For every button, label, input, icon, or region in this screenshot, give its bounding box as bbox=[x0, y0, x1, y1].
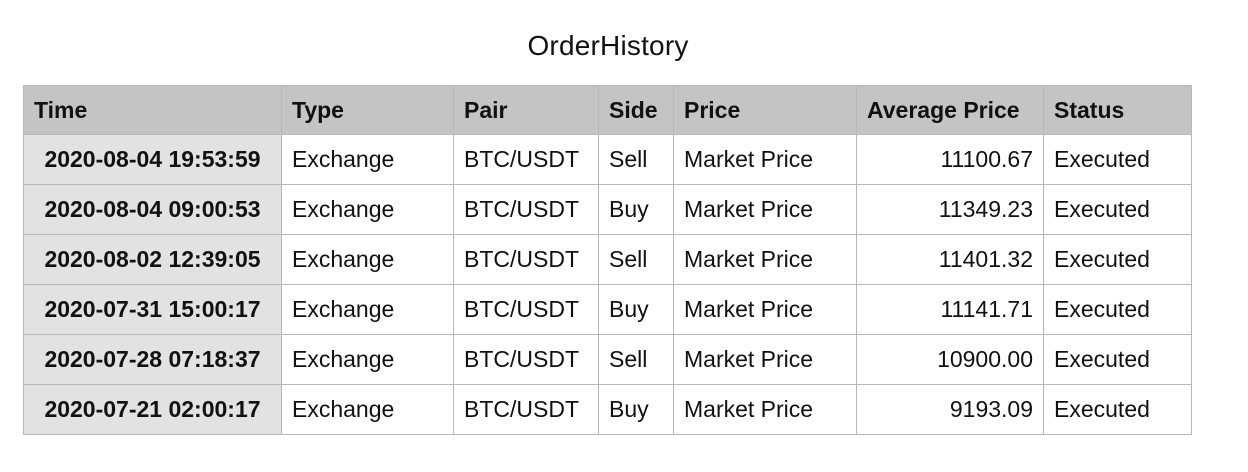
cell-price: Market Price bbox=[673, 234, 857, 285]
cell-side: Buy bbox=[598, 284, 674, 335]
cell-pair: BTC/USDT bbox=[453, 384, 599, 435]
column-header-pair: Pair bbox=[453, 85, 599, 135]
cell-price: Market Price bbox=[673, 284, 857, 335]
cell-side: Sell bbox=[598, 134, 674, 185]
cell-status: Executed bbox=[1043, 334, 1192, 385]
cell-price: Market Price bbox=[673, 184, 857, 235]
cell-status: Executed bbox=[1043, 184, 1192, 235]
cell-time: 2020-07-28 07:18:37 bbox=[23, 334, 282, 385]
table-row: 2020-07-31 15:00:17 Exchange BTC/USDT Bu… bbox=[23, 284, 1192, 335]
cell-status: Executed bbox=[1043, 384, 1192, 435]
cell-average-price: 11401.32 bbox=[856, 234, 1044, 285]
cell-time: 2020-08-02 12:39:05 bbox=[23, 234, 282, 285]
cell-pair: BTC/USDT bbox=[453, 134, 599, 185]
cell-side: Buy bbox=[598, 184, 674, 235]
header-row: Time Type Pair Side Price Average Price … bbox=[23, 85, 1192, 135]
cell-average-price: 10900.00 bbox=[856, 334, 1044, 385]
cell-side: Sell bbox=[598, 234, 674, 285]
cell-side: Sell bbox=[598, 334, 674, 385]
cell-time: 2020-07-21 02:00:17 bbox=[23, 384, 282, 435]
page-title: OrderHistory bbox=[527, 30, 689, 61]
cell-pair: BTC/USDT bbox=[453, 334, 599, 385]
table-row: 2020-07-28 07:18:37 Exchange BTC/USDT Se… bbox=[23, 334, 1192, 385]
order-history-table: Time Type Pair Side Price Average Price … bbox=[23, 85, 1192, 435]
column-header-status: Status bbox=[1043, 85, 1192, 135]
cell-time: 2020-08-04 09:00:53 bbox=[23, 184, 282, 235]
table-row: 2020-08-02 12:39:05 Exchange BTC/USDT Se… bbox=[23, 234, 1192, 285]
cell-type: Exchange bbox=[281, 134, 454, 185]
cell-price: Market Price bbox=[673, 334, 857, 385]
cell-average-price: 11100.67 bbox=[856, 134, 1044, 185]
cell-pair: BTC/USDT bbox=[453, 234, 599, 285]
column-header-average-price: Average Price bbox=[856, 85, 1044, 135]
column-header-price: Price bbox=[673, 85, 857, 135]
cell-pair: BTC/USDT bbox=[453, 284, 599, 335]
cell-average-price: 9193.09 bbox=[856, 384, 1044, 435]
cell-time: 2020-08-04 19:53:59 bbox=[23, 134, 282, 185]
cell-status: Executed bbox=[1043, 284, 1192, 335]
cell-average-price: 11141.71 bbox=[856, 284, 1044, 335]
table-row: 2020-07-21 02:00:17 Exchange BTC/USDT Bu… bbox=[23, 384, 1192, 435]
cell-type: Exchange bbox=[281, 284, 454, 335]
cell-side: Buy bbox=[598, 384, 674, 435]
cell-type: Exchange bbox=[281, 184, 454, 235]
cell-pair: BTC/USDT bbox=[453, 184, 599, 235]
cell-average-price: 11349.23 bbox=[856, 184, 1044, 235]
column-header-type: Type bbox=[281, 85, 454, 135]
cell-type: Exchange bbox=[281, 334, 454, 385]
cell-status: Executed bbox=[1043, 234, 1192, 285]
cell-price: Market Price bbox=[673, 384, 857, 435]
table-row: 2020-08-04 19:53:59 Exchange BTC/USDT Se… bbox=[23, 134, 1192, 185]
column-header-side: Side bbox=[598, 85, 674, 135]
table-row: 2020-08-04 09:00:53 Exchange BTC/USDT Bu… bbox=[23, 184, 1192, 235]
cell-status: Executed bbox=[1043, 134, 1192, 185]
cell-time: 2020-07-31 15:00:17 bbox=[23, 284, 282, 335]
column-header-time: Time bbox=[23, 85, 282, 135]
cell-price: Market Price bbox=[673, 134, 857, 185]
cell-type: Exchange bbox=[281, 234, 454, 285]
cell-type: Exchange bbox=[281, 384, 454, 435]
